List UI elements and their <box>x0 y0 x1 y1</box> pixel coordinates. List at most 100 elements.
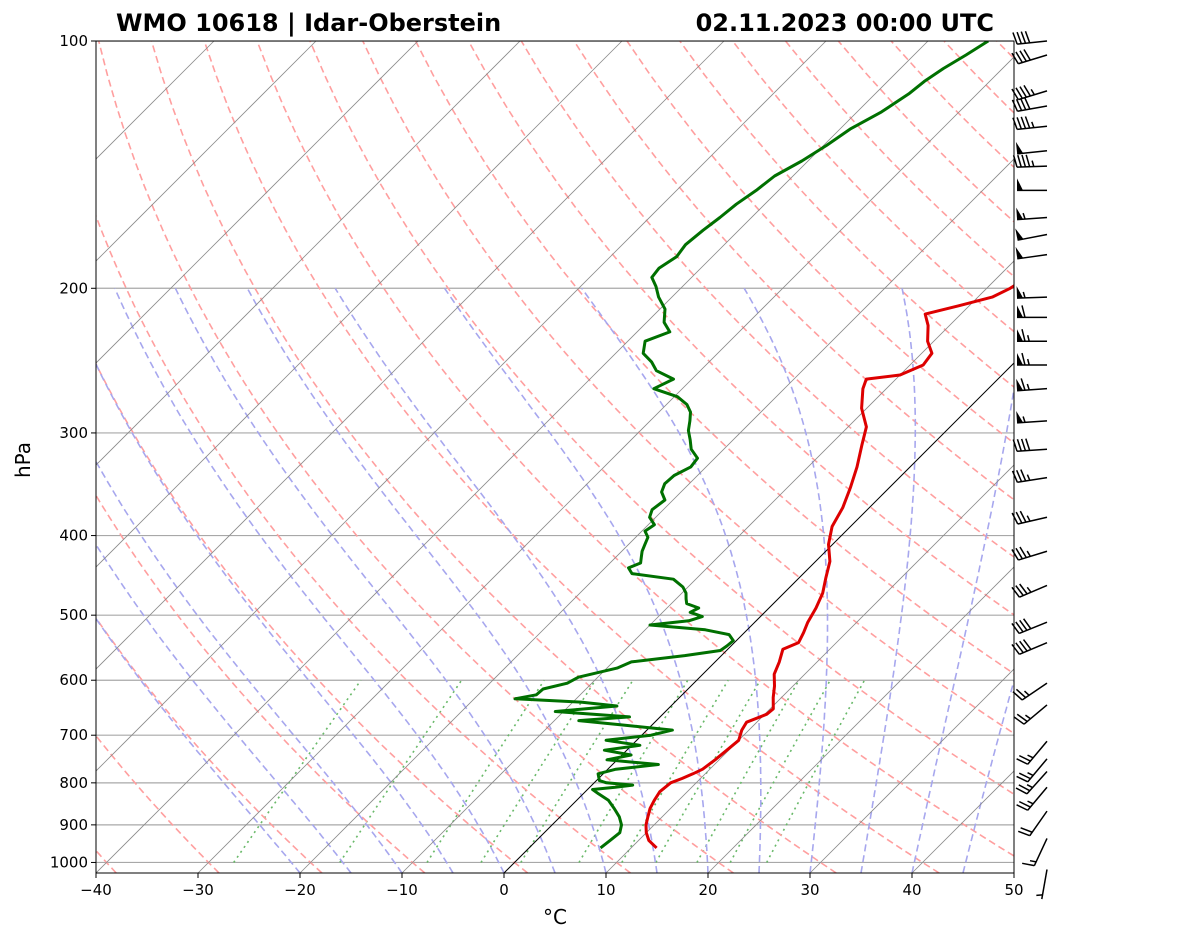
moist-adiabats <box>96 287 1014 873</box>
barb-full <box>1020 827 1033 833</box>
mixing-ratio-line <box>765 679 866 863</box>
x-tick-label: 0 <box>499 881 509 899</box>
x-tick-label: 10 <box>596 881 615 899</box>
mixing-ratio-lines <box>233 679 866 863</box>
barb-half <box>1026 474 1031 481</box>
barb-staff <box>1021 682 1048 701</box>
moist-adiabat <box>96 460 403 873</box>
mixing-ratio-line <box>729 679 831 863</box>
barb-staff <box>1041 869 1048 900</box>
mixing-ratio-line <box>696 679 800 863</box>
barb-full <box>1011 586 1020 598</box>
barb-full <box>1022 618 1032 630</box>
moist-adiabat <box>96 617 301 873</box>
barb-full <box>1015 642 1024 654</box>
moist-adiabat <box>962 677 1014 873</box>
wind-barb <box>1016 758 1048 783</box>
barb-full <box>1018 754 1031 762</box>
wind-barb <box>1012 116 1048 131</box>
y-tick-label: 400 <box>59 527 88 545</box>
wind-barb <box>1011 639 1048 656</box>
dry-adiabat <box>467 41 1014 616</box>
barb-full <box>1018 800 1031 808</box>
barb-full <box>1021 329 1026 342</box>
barb-staff <box>1019 641 1048 656</box>
wind-barb <box>1017 329 1047 342</box>
mixing-ratio-line <box>339 679 463 863</box>
x-tick-label: −20 <box>284 881 316 899</box>
barb-full <box>1020 31 1027 44</box>
wind-barb <box>1017 352 1047 366</box>
dry-adiabat <box>96 362 529 873</box>
barb-full <box>1015 547 1023 560</box>
barb-full <box>1018 784 1031 792</box>
dry-adiabat <box>96 214 631 873</box>
barb-staff <box>1018 621 1048 635</box>
wind-barb <box>1022 838 1048 867</box>
dry-adiabat <box>256 41 1014 857</box>
wind-barb <box>1016 786 1048 811</box>
barb-staff <box>1017 40 1048 45</box>
barb-staff <box>1018 54 1048 65</box>
barb-staff <box>1019 584 1048 598</box>
wind-barb <box>1016 207 1048 221</box>
wind-barb <box>1011 510 1048 525</box>
barb-staff <box>1029 810 1048 837</box>
barb-pennant <box>1017 353 1023 366</box>
wind-barbs <box>1011 30 1048 900</box>
barb-half <box>1022 416 1026 423</box>
barb-full <box>1019 86 1027 98</box>
barb-staff <box>1018 550 1048 561</box>
barb-full <box>1025 154 1031 167</box>
isotherm-30 <box>809 668 1014 873</box>
dry-adiabats <box>96 41 1014 873</box>
dry-adiabat <box>943 41 1014 114</box>
barb-half <box>1026 358 1030 366</box>
barb-half <box>1025 714 1031 720</box>
barb-full <box>1015 51 1023 63</box>
barb-full <box>1019 583 1028 595</box>
dry-adiabat <box>731 41 1014 333</box>
barb-half <box>1023 690 1030 696</box>
barb-staff <box>1016 165 1048 168</box>
barb-full <box>1016 31 1023 44</box>
wind-barb <box>1012 438 1048 453</box>
wind-barb <box>1011 546 1048 561</box>
wind-barb <box>1015 246 1048 260</box>
barb-full <box>1011 512 1019 525</box>
moist-adiabat <box>96 362 454 873</box>
isotherm-10 <box>605 464 1014 873</box>
mixing-ratio-line <box>480 679 596 863</box>
dry-adiabat <box>626 41 1014 445</box>
x-axis-label: °C <box>543 905 567 929</box>
wind-barb <box>1012 154 1048 168</box>
barb-half <box>1029 859 1037 863</box>
wind-barb <box>1016 378 1048 392</box>
barb-half <box>1026 586 1032 593</box>
wind-barb <box>1011 49 1048 65</box>
barb-staff <box>1017 233 1048 241</box>
barb-full <box>1019 546 1027 558</box>
isotherm--100 <box>96 41 317 262</box>
wind-barb <box>1017 178 1047 192</box>
barb-full <box>1022 862 1035 867</box>
y-tick-label: 300 <box>59 424 88 442</box>
dry-adiabat <box>679 41 1014 389</box>
barb-pennant <box>1017 178 1023 191</box>
barb-full <box>1016 439 1022 452</box>
barb-full <box>1015 621 1024 633</box>
barb-full <box>1011 99 1019 112</box>
barb-full <box>1012 155 1018 168</box>
barb-half <box>1031 121 1035 128</box>
y-axis-label: hPa <box>11 442 35 478</box>
barb-full <box>1019 619 1028 631</box>
wind-barb <box>1017 810 1048 837</box>
barb-full <box>1012 117 1018 130</box>
wind-barb <box>1036 869 1048 900</box>
barb-staff <box>1017 448 1048 453</box>
isotherm--60 <box>96 41 725 670</box>
dry-adiabat <box>784 41 1014 278</box>
barb-full <box>1020 438 1027 451</box>
barb-full <box>1025 438 1031 451</box>
barb-staff <box>1017 387 1048 392</box>
